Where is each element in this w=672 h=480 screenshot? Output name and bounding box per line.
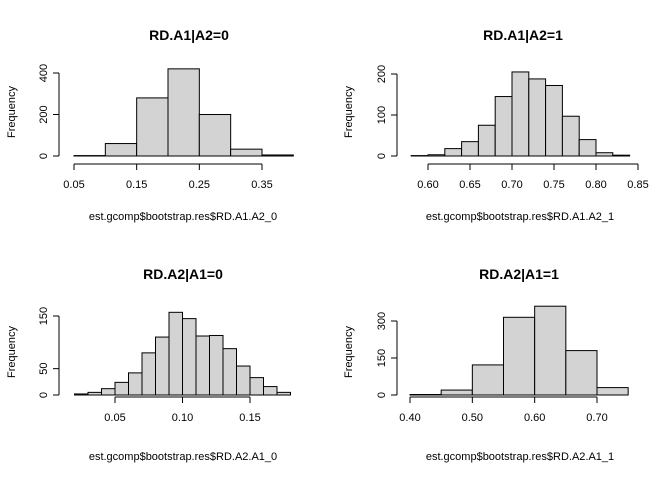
panel-1-y-tick-label-3: 400 [38, 64, 50, 82]
panel-2-bar-12 [595, 152, 614, 157]
panel-2-bar-5 [477, 124, 496, 157]
panel-1-bars [73, 68, 294, 157]
panel-4-x-tick-label-4: 0.70 [586, 412, 607, 424]
panel-3-bar-14 [249, 377, 264, 396]
panel-2-bar-4 [461, 141, 479, 157]
panel-1-bar-3 [136, 97, 169, 157]
panel-4-y-tick-label-1: 0 [376, 392, 388, 398]
panel-4-bar-3 [471, 364, 505, 396]
panel-3-x-axis: 0.05 0.10 0.15 [104, 396, 261, 424]
panel-2-bar-6 [494, 96, 513, 157]
panel-2-x-tick-label-6: 0.85 [627, 179, 648, 191]
panel-4-bar-6 [565, 350, 598, 396]
panel-4-bar-2 [440, 389, 473, 396]
panel-1-bar-5 [198, 114, 232, 157]
panel-4-x-axis: 0.40 0.50 0.60 0.70 [399, 396, 608, 424]
panel-3-y-tick-label-1: 0 [38, 392, 50, 398]
panel-1-y-tick-label-1: 0 [38, 153, 50, 159]
panel-1-y-tick-label-2: 200 [38, 105, 50, 123]
panel-1-x-tick-label-3: 0.25 [189, 179, 210, 191]
panel-3-y-tick-label-3: 150 [38, 307, 50, 325]
panel-2-bar-7 [511, 71, 530, 157]
panel-3-bar-2 [87, 391, 102, 396]
panel-3-bar-12 [222, 348, 237, 396]
panel-3-bar-1 [74, 393, 89, 396]
panel-4-bar-7 [596, 387, 629, 396]
panel-3-bar-9 [182, 318, 197, 396]
panel-2-bar-13 [612, 154, 631, 157]
panel-3-bar-4 [114, 381, 129, 396]
panel-3-y-tick-label-2: 50 [38, 363, 50, 375]
panel-3-bar-11 [209, 334, 224, 396]
panel-3-x-tick-label-3: 0.15 [239, 412, 260, 424]
panel-2-x-tick-label-1: 0.60 [417, 179, 438, 191]
panel-4-y-axis: 0 150 300 [376, 312, 398, 398]
panel-1-bar-7 [261, 154, 294, 157]
panel-1-x-axis-label: est.gcomp$bootstrap.res$RD.A1.A2_0 [89, 211, 277, 223]
histogram-panel-3: RD.A2|A1=0 Frequency est.gcomp$bootstrap… [6, 266, 291, 463]
panel-4-x-tick-label-3: 0.60 [524, 412, 545, 424]
panel-2-bar-10 [561, 115, 580, 157]
panel-2-x-tick-label-4: 0.75 [543, 179, 564, 191]
panel-4-y-tick-label-3: 300 [376, 312, 388, 330]
panel-2-x-axis: 0.60 0.65 0.70 0.75 0.80 0.85 [417, 163, 649, 191]
panel-3-y-axis: 0 50 150 [38, 307, 60, 398]
panel-2-y-tick-label-3: 200 [376, 65, 388, 83]
panel-4-bar-5 [534, 305, 567, 396]
histogram-panel-2: RD.A1|A2=1 Frequency est.gcomp$bootstrap… [343, 27, 649, 223]
panel-3-y-axis-label: Frequency [6, 326, 18, 378]
panel-3-bar-3 [101, 388, 116, 396]
panel-3-bar-15 [263, 386, 278, 396]
panel-2-x-tick-label-3: 0.70 [501, 179, 522, 191]
panel-1-bar-6 [230, 148, 263, 157]
panel-1-x-tick-label-4: 0.35 [251, 179, 272, 191]
panel-2-bar-9 [545, 84, 563, 157]
panel-1-bar-4 [167, 68, 200, 157]
panel-2-bar-11 [578, 139, 597, 157]
panel-2-bar-2 [427, 154, 446, 157]
panel-2-title: RD.A1|A2=1 [483, 27, 563, 43]
panel-3-bars [74, 311, 291, 396]
histogram-panel-1: RD.A1|A2=0 Frequency est.gcomp$bootstrap… [6, 27, 294, 223]
panel-3-bar-8 [168, 311, 183, 396]
panel-3-bar-7 [155, 336, 170, 396]
panel-4-bars [409, 305, 629, 396]
panel-2-bars [410, 71, 631, 157]
panel-1-x-tick-label-2: 0.15 [126, 179, 147, 191]
panel-4-title: RD.A2|A1=1 [479, 266, 559, 282]
panel-3-x-tick-label-2: 0.10 [172, 412, 193, 424]
panel-1-x-tick-label-1: 0.05 [63, 179, 84, 191]
panel-1-title: RD.A1|A2=0 [149, 27, 229, 43]
panel-2-x-tick-label-5: 0.80 [585, 179, 606, 191]
panel-2-y-tick-label-2: 100 [376, 106, 388, 124]
panel-3-bar-13 [236, 365, 251, 396]
panel-4-y-tick-label-2: 150 [376, 349, 388, 367]
panel-1-y-axis-label: Frequency [6, 86, 18, 138]
panel-4-y-axis-label: Frequency [343, 326, 355, 378]
panel-4-x-tick-label-1: 0.40 [399, 412, 420, 424]
panel-1-y-axis: 0 200 400 [38, 64, 60, 159]
panel-3-bar-5 [128, 372, 143, 396]
panel-2-y-tick-label-1: 0 [376, 153, 388, 159]
panel-2-y-axis-label: Frequency [343, 86, 355, 138]
panel-2-x-axis-label: est.gcomp$bootstrap.res$RD.A1.A2_1 [426, 211, 614, 223]
panel-3-x-tick-label-1: 0.05 [104, 412, 125, 424]
panel-3-x-axis-label: est.gcomp$bootstrap.res$RD.A2.A1_0 [89, 451, 277, 463]
panel-1-x-axis: 0.05 0.15 0.25 0.35 [63, 163, 273, 191]
panel-3-title: RD.A2|A1=0 [143, 266, 223, 282]
panel-4-x-axis-label: est.gcomp$bootstrap.res$RD.A2.A1_1 [426, 451, 614, 463]
panel-4-bar-4 [503, 316, 536, 396]
histogram-panel-4: RD.A2|A1=1 Frequency est.gcomp$bootstrap… [343, 266, 629, 463]
panel-2-bar-8 [528, 78, 547, 157]
panel-3-bar-16 [276, 391, 291, 396]
panel-3-bar-6 [141, 352, 156, 396]
panel-2-x-tick-label-2: 0.65 [459, 179, 480, 191]
panel-2-y-axis: 0 100 200 [376, 65, 398, 159]
panel-3-bar-10 [195, 335, 210, 396]
panel-4-x-tick-label-2: 0.50 [462, 412, 483, 424]
panel-1-bar-2 [104, 143, 138, 157]
panel-2-bar-3 [444, 148, 463, 157]
